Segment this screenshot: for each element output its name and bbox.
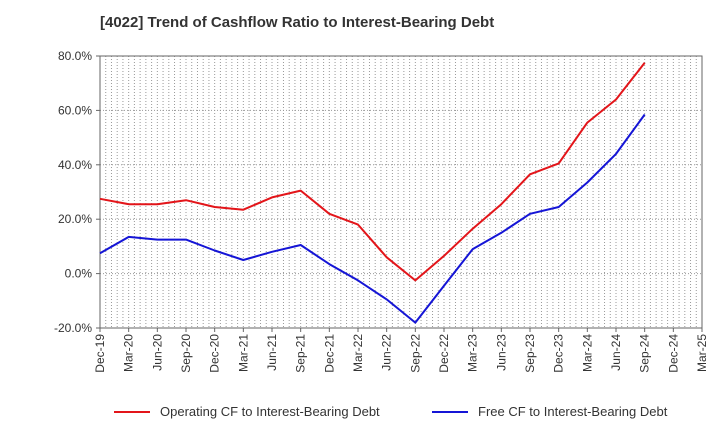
chart-title: [4022] Trend of Cashflow Ratio to Intere… bbox=[100, 14, 495, 31]
series-line-free-cf bbox=[99, 113, 646, 324]
plot-area bbox=[100, 56, 702, 328]
x-tick-label: Mar-22 bbox=[351, 334, 365, 372]
x-tick-label: Mar-23 bbox=[466, 334, 480, 372]
x-tick-label: Sep-24 bbox=[638, 334, 652, 373]
legend-item-free-cf: Free CF to Interest-Bearing Debt bbox=[432, 404, 667, 419]
legend-label-operating-cf: Operating CF to Interest-Bearing Debt bbox=[160, 404, 380, 419]
x-tick-label: Sep-23 bbox=[523, 334, 537, 373]
x-tick-label: Sep-22 bbox=[408, 334, 422, 373]
x-tick-label: Mar-24 bbox=[580, 334, 594, 372]
x-tick-label: Dec-23 bbox=[552, 334, 566, 373]
x-tick-label: Dec-22 bbox=[437, 334, 451, 373]
x-tick-label: Jun-24 bbox=[609, 334, 623, 371]
x-tick-label: Jun-23 bbox=[494, 334, 508, 371]
legend-swatch-free-cf bbox=[432, 410, 468, 413]
x-tick-label: Mar-20 bbox=[122, 334, 136, 372]
x-tick-label: Jun-22 bbox=[380, 334, 394, 371]
x-tick-label: Sep-20 bbox=[179, 334, 193, 373]
y-tick-label: 20.0% bbox=[58, 212, 92, 226]
chart-legend: Operating CF to Interest-Bearing Debt Fr… bbox=[0, 404, 720, 426]
y-tick-label: 60.0% bbox=[58, 103, 92, 117]
legend-item-operating-cf: Operating CF to Interest-Bearing Debt bbox=[114, 404, 380, 419]
x-tick-label: Sep-21 bbox=[294, 334, 308, 373]
series-line-operating-cf bbox=[99, 62, 646, 282]
x-tick-label: Dec-21 bbox=[322, 334, 336, 373]
x-tick-label: Dec-20 bbox=[208, 334, 222, 373]
y-tick-label: -20.0% bbox=[54, 321, 92, 335]
x-tick-label: Jun-21 bbox=[265, 334, 279, 371]
y-tick-label: 0.0% bbox=[65, 267, 93, 281]
legend-label-free-cf: Free CF to Interest-Bearing Debt bbox=[478, 404, 668, 419]
x-tick-label: Mar-25 bbox=[695, 334, 709, 372]
y-tick-label: 80.0% bbox=[58, 49, 92, 63]
legend-swatch-operating-cf bbox=[114, 410, 150, 413]
x-tick-label: Jun-20 bbox=[150, 334, 164, 371]
x-tick-label: Dec-19 bbox=[93, 334, 107, 373]
x-tick-label: Dec-24 bbox=[666, 334, 680, 373]
plot-frame bbox=[99, 55, 703, 329]
y-tick-label: 40.0% bbox=[58, 158, 92, 172]
x-tick-label: Mar-21 bbox=[236, 334, 250, 372]
